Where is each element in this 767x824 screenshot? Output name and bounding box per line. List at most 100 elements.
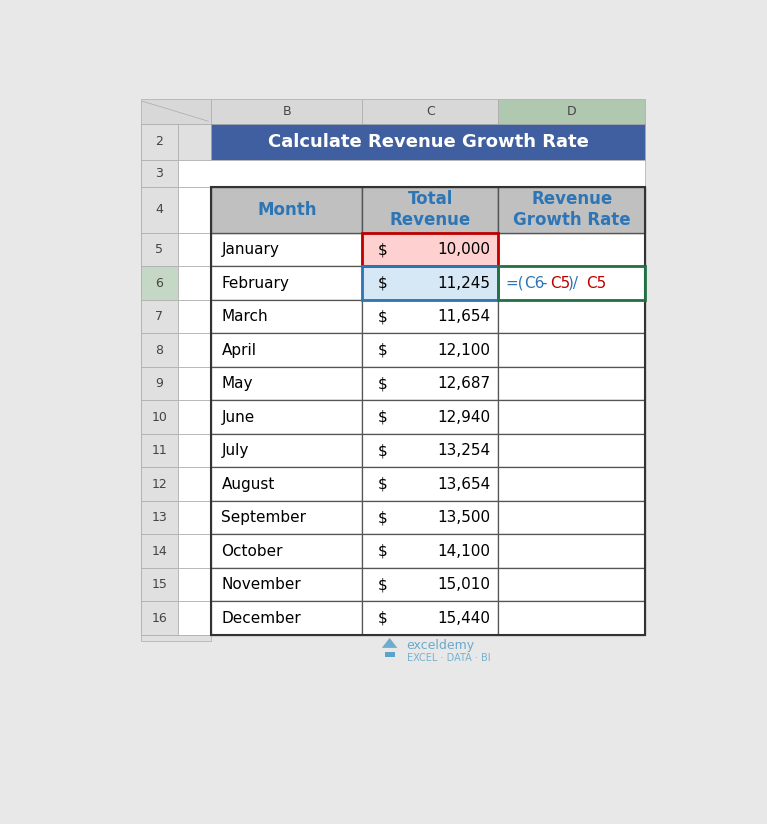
Text: 12,100: 12,100: [437, 343, 490, 358]
Bar: [212, 99, 363, 124]
Bar: [363, 334, 498, 367]
Text: 14: 14: [152, 545, 167, 558]
Text: September: September: [222, 510, 307, 525]
Bar: [384, 652, 395, 657]
Bar: [498, 602, 645, 634]
Bar: [212, 124, 645, 160]
Bar: [212, 400, 363, 433]
Bar: [498, 233, 645, 266]
Bar: [212, 187, 645, 233]
Bar: [212, 367, 363, 400]
Text: $: $: [378, 309, 388, 324]
Text: 15,440: 15,440: [437, 611, 490, 625]
Text: 8: 8: [156, 344, 163, 357]
Text: December: December: [222, 611, 301, 625]
Text: $: $: [378, 376, 388, 391]
Bar: [498, 266, 645, 300]
Text: D: D: [567, 105, 577, 118]
Text: $: $: [378, 242, 388, 257]
Text: 3: 3: [156, 166, 163, 180]
Bar: [141, 160, 178, 187]
Bar: [178, 433, 212, 467]
Text: 14,100: 14,100: [437, 544, 490, 559]
Text: 12: 12: [152, 478, 167, 490]
Text: $: $: [378, 577, 388, 592]
Text: C: C: [426, 105, 435, 118]
Bar: [178, 602, 212, 634]
Text: exceldemy: exceldemy: [407, 639, 475, 652]
Bar: [212, 568, 363, 602]
Text: April: April: [222, 343, 256, 358]
Text: B: B: [282, 105, 291, 118]
Bar: [212, 334, 363, 367]
Bar: [498, 433, 645, 467]
Text: $: $: [378, 476, 388, 492]
Bar: [141, 400, 178, 433]
Text: $: $: [378, 275, 388, 291]
Bar: [498, 99, 645, 124]
Bar: [498, 568, 645, 602]
Text: August: August: [222, 476, 275, 492]
Text: 9: 9: [156, 377, 163, 390]
Bar: [141, 233, 178, 266]
Text: 15,010: 15,010: [437, 577, 490, 592]
Bar: [363, 233, 498, 266]
Bar: [178, 568, 212, 602]
Text: February: February: [222, 275, 289, 291]
Text: 10,000: 10,000: [437, 242, 490, 257]
Text: 12,687: 12,687: [437, 376, 490, 391]
Bar: [212, 187, 645, 634]
Bar: [498, 534, 645, 568]
Text: Total
Revenue: Total Revenue: [390, 190, 471, 229]
Bar: [141, 124, 178, 634]
Bar: [363, 602, 498, 634]
Text: November: November: [222, 577, 301, 592]
Bar: [212, 300, 363, 334]
Bar: [178, 534, 212, 568]
Bar: [498, 367, 645, 400]
Text: C5: C5: [551, 275, 571, 291]
Text: 11,654: 11,654: [437, 309, 490, 324]
Text: $: $: [378, 544, 388, 559]
Bar: [212, 433, 363, 467]
Text: 4: 4: [156, 204, 163, 216]
Bar: [178, 367, 212, 400]
Text: C5: C5: [586, 275, 606, 291]
Text: May: May: [222, 376, 253, 391]
Bar: [498, 334, 645, 367]
Text: $: $: [378, 410, 388, 424]
Bar: [212, 534, 363, 568]
Bar: [141, 534, 178, 568]
Text: )/: )/: [568, 275, 579, 291]
Text: $: $: [378, 510, 388, 525]
Text: 16: 16: [152, 611, 167, 625]
Bar: [178, 187, 212, 233]
Bar: [363, 300, 498, 334]
Bar: [141, 99, 212, 124]
Text: 5: 5: [156, 243, 163, 256]
Bar: [363, 266, 498, 300]
Bar: [178, 160, 645, 187]
Text: 12,940: 12,940: [437, 410, 490, 424]
Bar: [141, 568, 178, 602]
Bar: [363, 187, 498, 233]
Bar: [498, 300, 645, 334]
Bar: [178, 334, 212, 367]
Text: Month: Month: [257, 201, 317, 218]
Text: 11,245: 11,245: [437, 275, 490, 291]
Bar: [212, 233, 363, 266]
Text: 6: 6: [156, 277, 163, 289]
Bar: [141, 266, 178, 300]
Bar: [178, 124, 212, 160]
Bar: [212, 602, 363, 634]
Text: $: $: [378, 343, 388, 358]
Bar: [178, 233, 212, 266]
Bar: [363, 367, 498, 400]
Text: Revenue
Growth Rate: Revenue Growth Rate: [513, 190, 630, 229]
Text: 13: 13: [152, 511, 167, 524]
Bar: [498, 187, 645, 233]
Text: October: October: [222, 544, 283, 559]
Text: 13,500: 13,500: [437, 510, 490, 525]
Text: 2: 2: [156, 135, 163, 148]
Text: 15: 15: [152, 578, 167, 591]
